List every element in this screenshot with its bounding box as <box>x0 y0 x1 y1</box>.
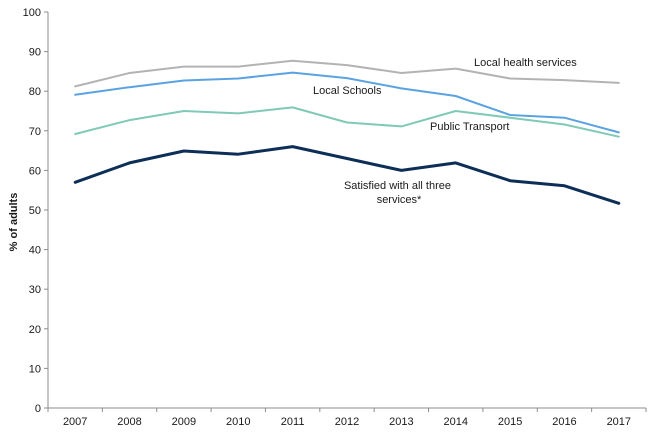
series-labels: Local health services Local Schools Publ… <box>313 57 577 206</box>
x-tick-label: 2012 <box>335 416 359 428</box>
y-tick-label: 50 <box>29 205 41 217</box>
y-tick-label: 60 <box>29 165 41 177</box>
series-label-public-transport: Public Transport <box>430 121 509 133</box>
series-label-all-line-1: Satisfied with all three <box>344 180 451 192</box>
y-tick-label: 10 <box>29 363 41 375</box>
y-tick-label: 100 <box>23 7 41 19</box>
x-tick-label: 2009 <box>172 416 196 428</box>
series-label-all-line-2: services* <box>377 194 422 206</box>
series-line-health <box>74 59 620 88</box>
series-label-local-schools: Local Schools <box>313 85 382 97</box>
x-tick-label: 2010 <box>226 416 250 428</box>
x-tick-label: 2011 <box>281 416 305 428</box>
y-tick-label: 20 <box>29 324 41 336</box>
series-label-local-health-services: Local health services <box>474 57 577 69</box>
y-axis-ticks: 0 10 20 30 40 50 60 70 80 90 100 <box>23 7 48 415</box>
y-tick-label: 90 <box>29 47 41 59</box>
x-axis-ticks: 2007 2008 2009 2010 2011 2012 2013 2014 2015 2016… <box>47 408 647 428</box>
series-lines <box>73 59 621 205</box>
x-tick-label: 2008 <box>117 416 141 428</box>
x-tick-label: 2014 <box>443 416 467 428</box>
y-axis-title: % of adults <box>8 193 20 252</box>
x-tick-label: 2007 <box>63 416 87 428</box>
y-tick-label: 40 <box>29 245 41 257</box>
x-tick-label: 2017 <box>607 416 631 428</box>
y-tick-label: 30 <box>29 284 41 296</box>
x-tick-label: 2013 <box>389 416 413 428</box>
y-tick-label: 0 <box>35 403 41 415</box>
x-tick-label: 2016 <box>552 416 576 428</box>
y-tick-label: 80 <box>29 86 41 98</box>
series-label-satisfied-with-all-three: Satisfied with all three services* <box>344 180 454 206</box>
axes <box>47 12 646 409</box>
x-tick-label: 2015 <box>498 416 522 428</box>
y-tick-label: 70 <box>29 126 41 138</box>
series-line-all <box>73 145 621 205</box>
series-line-schools <box>74 71 620 134</box>
series-line-transport <box>74 106 620 138</box>
